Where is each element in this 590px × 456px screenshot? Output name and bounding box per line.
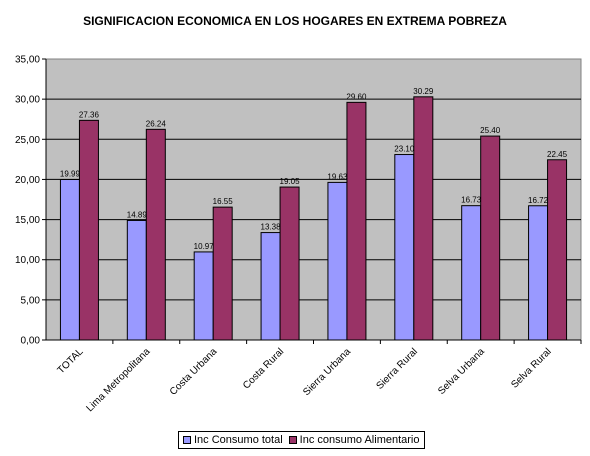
data-label: 16.73 [461,196,482,205]
y-tick-label: 25,00 [15,135,40,146]
legend-label-consumo-total: Inc Consumo total [194,434,283,446]
bar [78,119,99,341]
legend-label-consumo-alimentario: Inc consumo Alimentario [299,434,420,446]
y-tick-label: 30,00 [15,95,40,106]
data-labels: 19.99 27.36 14.89 26.24 10.97 16.55 13.38 19.05… [60,87,568,251]
data-label: 14.89 [127,210,148,219]
bar [279,186,300,341]
x-category-label: TOTAL [56,346,86,376]
x-category-label: Sierra Rural [374,346,420,392]
bar [327,181,348,341]
y-tick-label: 0,00 [21,336,41,347]
chart-title: SIGNIFICACION ECONOMICA EN LOS HOGARES E… [83,14,507,28]
data-label: 19.05 [280,177,301,186]
bars [59,96,568,341]
bar [394,154,415,341]
data-label: 19.63 [327,172,348,181]
data-label: 16.55 [213,197,234,206]
y-tick-label: 20,00 [15,175,40,186]
bar [480,135,501,341]
bar [547,159,568,341]
bar [126,219,147,341]
data-label: 29.60 [346,92,367,101]
data-label: 27.36 [79,110,100,119]
x-category-label: Costa Urbana [168,346,220,398]
bar [212,206,233,341]
data-label: 26.24 [146,119,167,128]
data-label: 23.10 [394,145,415,154]
plot-area [45,58,582,341]
y-tick-label: 5,00 [21,295,41,306]
legend-item-consumo-alimentario: Inc consumo Alimentario [288,434,420,446]
x-category-label: Selva Rural [509,346,553,390]
data-label: 10.97 [194,242,215,251]
x-category-label: Lima Metropolitana [85,346,153,414]
bar [461,205,482,341]
legend: Inc Consumo total Inc consumo Alimentari… [178,431,425,449]
bar [145,128,166,341]
bar [193,251,214,341]
legend-swatch-consumo-alimentario [288,436,297,444]
x-category-label: Selva Urbana [436,346,487,397]
data-label: 13.38 [261,223,282,232]
bar [528,205,549,341]
legend-item-consumo-total: Inc Consumo total [183,434,283,446]
x-category-label: Costa Rural [241,346,286,391]
data-label: 22.45 [547,150,568,159]
legend-swatch-consumo-total [183,436,191,444]
y-tick-label: 10,00 [15,255,40,266]
bar [413,96,434,341]
data-label: 19.99 [60,170,81,179]
bar [346,101,367,341]
x-category-label: Sierra Urbana [301,346,353,398]
bar [59,179,80,341]
data-label: 25.40 [480,126,501,135]
data-label: 30.29 [413,87,434,96]
y-tick-label: 35,00 [15,55,40,66]
data-label: 16.72 [528,196,549,205]
bar [260,232,281,341]
y-tick-label: 15,00 [15,215,40,226]
